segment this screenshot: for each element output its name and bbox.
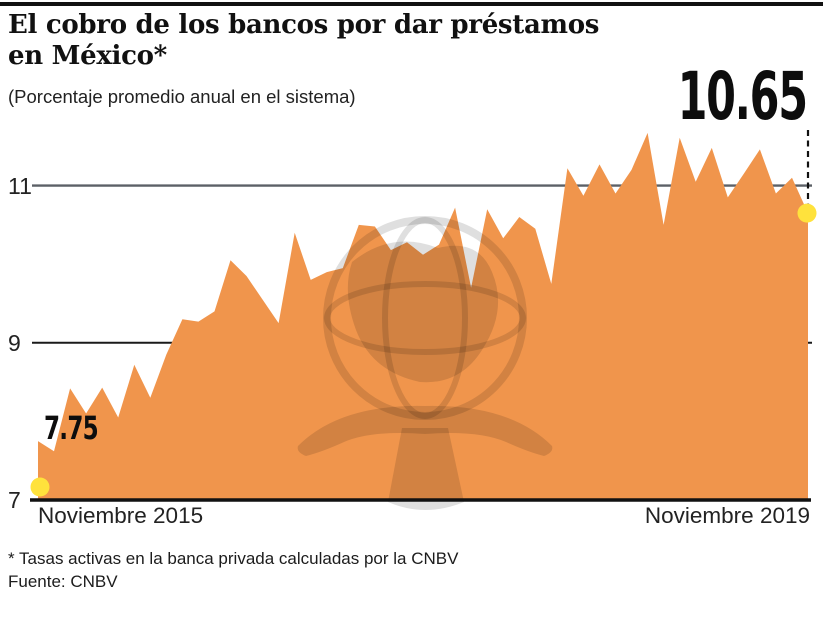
source-text: Fuente: CNBV [8,572,118,591]
y-tick-label-9: 9 [8,329,21,356]
chart-title: El cobro de los bancos por dar préstamos… [8,10,708,72]
chart-title-line1: El cobro de los bancos por dar préstamos [8,10,600,40]
top-border-rule [0,2,823,6]
x-axis-label-start: Noviembre 2015 [38,503,204,528]
end-point-marker [797,203,817,223]
y-tick-label-11: 11 [8,172,32,199]
chart-subtitle: (Porcentaje promedio anual en el sistema… [8,86,356,107]
y-tick-label-7: 7 [8,487,21,513]
start-point-marker [30,477,50,497]
chart-title-line2: en México* [8,41,167,71]
footnote-text: * Tasas activas en la banca privada calc… [8,549,459,568]
x-axis-label-end: Noviembre 2019 [644,503,810,528]
start-value-label: 7.75 [44,409,99,447]
area-series [38,132,808,500]
end-value-label: 10.65 [677,58,808,135]
eagle-globe-watermark-icon [297,216,553,510]
